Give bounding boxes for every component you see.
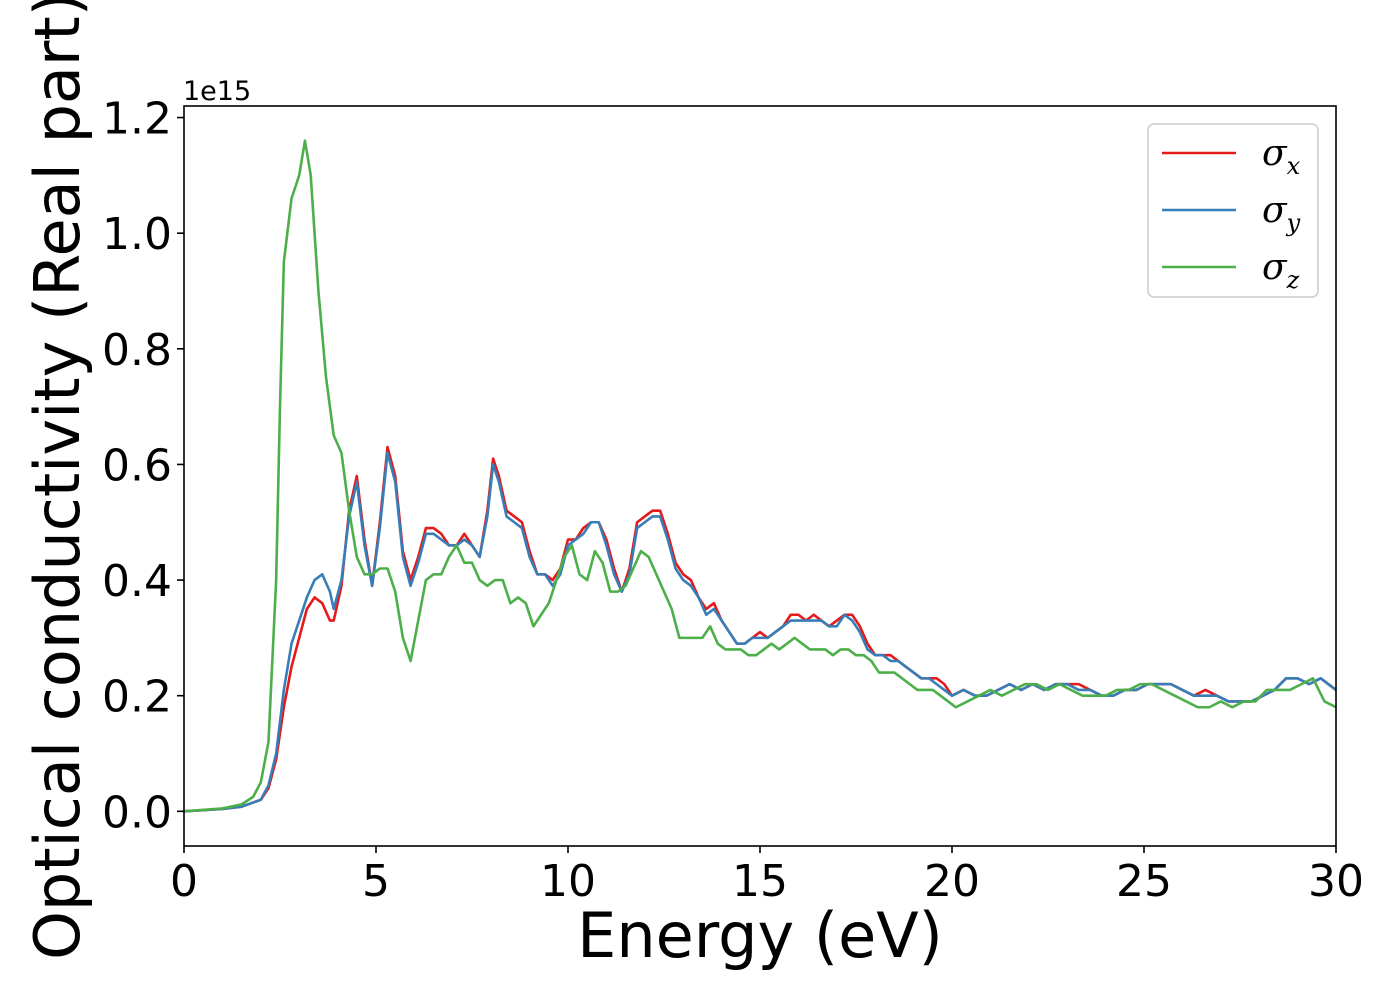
x-axis: 0 5 10 15 20 25 30 bbox=[170, 846, 1364, 907]
legend-subscript: x bbox=[1287, 152, 1301, 180]
legend-subscript: z bbox=[1286, 266, 1300, 294]
x-axis-label: Energy (eV) bbox=[577, 899, 943, 972]
y-tick-label: 1.2 bbox=[102, 94, 172, 145]
x-tick-label: 25 bbox=[1116, 856, 1172, 907]
x-tick-label: 30 bbox=[1308, 856, 1364, 907]
y-tick-label: 0.8 bbox=[102, 325, 172, 376]
y-axis: 0.0 0.2 0.4 0.6 0.8 1.0 1.2 bbox=[102, 94, 184, 838]
y-multiplier-label: 1e15 bbox=[183, 76, 251, 107]
y-tick-label: 1.0 bbox=[102, 209, 172, 260]
y-axis-label: Optical conductivity (Real part) bbox=[21, 0, 94, 960]
y-tick-label: 0.2 bbox=[102, 672, 172, 723]
x-tick-label: 10 bbox=[540, 856, 596, 907]
series-line-sigma-z bbox=[184, 139, 1336, 813]
y-tick-label: 0.0 bbox=[102, 787, 172, 838]
series-layer bbox=[184, 139, 1336, 813]
series-line-sigma-y bbox=[184, 451, 1336, 813]
x-tick-label: 20 bbox=[924, 856, 980, 907]
y-tick-label: 0.4 bbox=[102, 556, 172, 607]
y-tick-label: 0.6 bbox=[102, 440, 172, 491]
legend-subscript: y bbox=[1286, 209, 1301, 237]
x-tick-label: 5 bbox=[362, 856, 390, 907]
x-tick-label: 0 bbox=[170, 856, 198, 907]
x-tick-label: 15 bbox=[732, 856, 788, 907]
